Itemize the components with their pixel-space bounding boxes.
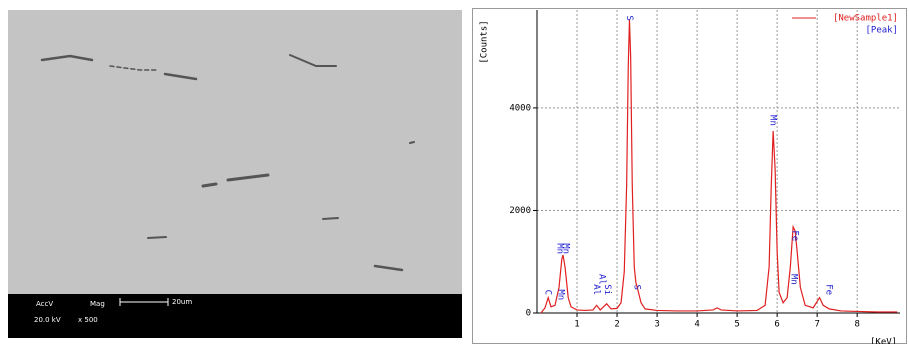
spectrum-frame xyxy=(472,8,907,344)
legend-label: [Peak] xyxy=(865,26,898,36)
peak-label: C xyxy=(543,290,553,295)
peak-label: Al xyxy=(591,284,601,295)
x-tick-label: 4 xyxy=(694,320,699,330)
peak-label: Fe xyxy=(790,230,800,241)
legend-label: [NewSample1] xyxy=(833,14,898,24)
y-tick-label: 4000 xyxy=(509,103,531,113)
y-tick-label: 0 xyxy=(526,309,531,319)
peak-label: Mn xyxy=(788,274,798,285)
x-tick-label: 5 xyxy=(734,320,739,330)
sem-features xyxy=(40,54,415,272)
peak-label: Fe xyxy=(824,284,834,295)
x-tick-label: 7 xyxy=(814,320,819,330)
sem-image: AccV Mag 20.0 kV x 500 20um xyxy=(8,10,462,338)
x-tick-label: 6 xyxy=(774,320,779,330)
x-tick-label: 8 xyxy=(854,320,859,330)
peak-label: Mn xyxy=(560,243,570,254)
peak-label: Mn xyxy=(555,243,565,254)
y-axis-label: [Counts] xyxy=(480,20,490,63)
peak-label: S xyxy=(632,285,642,290)
peak-label: Al xyxy=(596,274,606,285)
scale-label: 20um xyxy=(172,298,192,306)
peak-label: Mn xyxy=(768,115,778,126)
peak-label: S xyxy=(624,15,634,20)
sem-info-bar xyxy=(8,294,462,338)
sem-label: Mag xyxy=(90,300,105,308)
sem-value: x 500 xyxy=(78,316,98,324)
spectrum-line xyxy=(540,19,898,314)
x-tick-label: 2 xyxy=(614,320,619,330)
x-axis-label: [KeV] xyxy=(870,338,897,344)
x-tick-label: 1 xyxy=(574,320,579,330)
peak-label: Si xyxy=(602,284,612,295)
sem-label: AccV xyxy=(36,300,53,308)
x-tick-label: 3 xyxy=(654,320,659,330)
spectrum: 1 2 3 4 5 6 7 8 0 2000 4000 [Counts] [KeV] [NewSample… xyxy=(480,10,900,344)
sem-field xyxy=(8,10,462,294)
peak-label: Mn xyxy=(556,289,566,300)
sem-value: 20.0 kV xyxy=(34,316,61,324)
y-tick-label: 2000 xyxy=(509,206,531,216)
